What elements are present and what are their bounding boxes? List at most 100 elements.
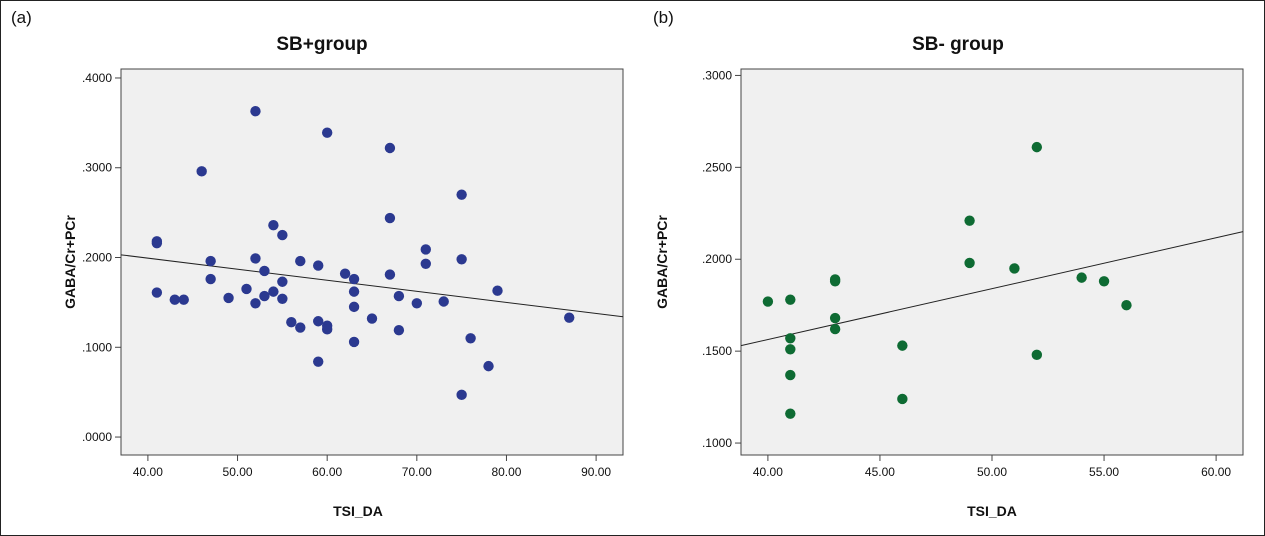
panel-a-data-point — [205, 255, 216, 267]
panel-a-data-point — [393, 325, 405, 336]
panel-a-ticks: 40.00 50.00 60.00 70.00 80.00 90.00 .0000 .1000… — [82, 71, 611, 479]
panel-a-x-axis-label: TSI_DA — [333, 503, 383, 519]
panel-b-x-tick-label: 50.00 — [977, 465, 1007, 479]
panel-a-data-point — [259, 265, 270, 277]
panel-b-x-tick-label: 45.00 — [865, 465, 895, 479]
panel-a-data-point — [169, 294, 180, 305]
panel-a-data-point — [286, 316, 297, 328]
panel-a-data-point — [250, 298, 261, 309]
panel-b: (b) SB- group TSI_DA GABA/Cr+PCr 40.00 45… — [653, 8, 1244, 519]
panel-a-label: (a) — [11, 8, 32, 27]
panel-a-data-point — [196, 166, 207, 177]
panel-a-data-point — [420, 244, 431, 255]
panel-a-y-tick-label: .0000 — [82, 430, 112, 444]
panel-a-data-point — [268, 286, 279, 297]
panel-b-data-point — [1031, 141, 1043, 153]
panel-b-x-axis-label: TSI_DA — [967, 503, 1017, 519]
panel-a-x-tick-label: 70.00 — [402, 465, 432, 479]
panel-a-data-point — [259, 290, 270, 302]
panel-b-data-point — [964, 257, 975, 269]
panel-a-data-point — [277, 293, 288, 305]
panel-a-y-axis-label: GABA/Cr+PCr — [62, 215, 78, 309]
panel-a-data-point — [384, 142, 396, 154]
panel-a-data-point — [456, 189, 467, 200]
panel-a-data-point — [384, 269, 396, 280]
panel-b-title: SB- group — [912, 34, 1004, 55]
panel-b-data-point — [964, 215, 975, 226]
panel-a-x-tick-label: 50.00 — [223, 465, 253, 479]
panel-b-fit-line — [740, 231, 1244, 347]
panel-b-x-tick-label: 55.00 — [1089, 465, 1119, 479]
panel-a-data-point — [250, 253, 261, 264]
panel-a-data-point — [393, 290, 405, 302]
panel-a-data-point — [313, 356, 324, 367]
panel-a-data-point — [313, 316, 324, 327]
panel-a-data-point — [348, 301, 360, 313]
panel-a-data-point — [384, 212, 396, 224]
panel-a-data-point — [178, 294, 189, 305]
panel-a-x-tick-label: 90.00 — [581, 465, 611, 479]
panel-b-plot-area — [740, 68, 1244, 456]
panel-b-y-tick-label: .3000 — [702, 68, 732, 82]
panel-b-data-point — [785, 294, 796, 305]
panel-b-data-point — [829, 276, 841, 287]
panel-b-y-tick-label: .2000 — [702, 252, 732, 266]
panel-b-data-point — [785, 408, 796, 419]
panel-b-data-point — [762, 296, 774, 307]
panel-a-y-tick-label: .2000 — [82, 251, 112, 265]
panel-a-x-tick-label: 80.00 — [491, 465, 521, 479]
panel-a-data-point — [277, 229, 288, 241]
panel-b-data-point — [829, 312, 841, 324]
panel-a-data-point — [438, 296, 449, 307]
panel-a-data-point — [564, 312, 575, 323]
panel-b-y-tick-label: .1000 — [702, 436, 732, 450]
panel-a-data-point — [348, 273, 360, 285]
panel-a-data-point — [456, 389, 467, 401]
panel-b-data-point — [785, 344, 796, 355]
panel-b-data-point — [1009, 263, 1020, 274]
panel-a-title: SB+group — [276, 34, 367, 55]
panel-a-data-point — [339, 268, 351, 279]
panel-b-x-tick-label: 60.00 — [1201, 465, 1231, 479]
panel-a-data-point — [411, 298, 423, 309]
panel-a-data-point — [465, 333, 476, 344]
panel-b-x-tick-label: 40.00 — [753, 465, 783, 479]
panel-a-data-point — [241, 283, 252, 295]
panel-a-data-point — [313, 260, 324, 271]
panel-b-data-point — [1121, 299, 1132, 311]
panel-b-marks — [740, 141, 1244, 419]
panel-a-y-tick-label: .3000 — [82, 161, 112, 175]
panel-a-marks — [120, 105, 624, 401]
panel-b-y-tick-label: .1500 — [702, 344, 732, 358]
panel-a-data-point — [223, 292, 234, 304]
panel-b-y-axis-label: GABA/Cr+PCr — [654, 215, 670, 309]
panel-b-label: (b) — [653, 8, 674, 27]
panel-a-data-point — [321, 127, 333, 138]
panel-b-data-point — [1076, 272, 1087, 283]
panel-a-data-point — [151, 237, 163, 249]
panel-a-data-point — [492, 285, 503, 296]
panel-b-data-point — [785, 333, 796, 344]
panel-a-data-point — [250, 105, 261, 117]
panel-a-data-point — [295, 255, 306, 267]
panel-a-data-point — [348, 336, 360, 348]
panel-a-y-tick-label: .1000 — [82, 340, 112, 354]
panel-a: (a) SB+group TSI_DA GABA/Cr+PCr 40.00 50.… — [11, 8, 624, 519]
panel-a-y-tick-label: .4000 — [82, 71, 112, 85]
panel-b-data-point — [829, 323, 841, 335]
panel-a-data-point — [420, 258, 431, 269]
panel-a-data-point — [205, 273, 216, 285]
panel-a-plot-area — [120, 68, 624, 456]
panel-b-y-tick-label: .2500 — [702, 160, 732, 174]
panel-a-data-point — [348, 286, 360, 297]
panel-b-data-point — [1031, 349, 1043, 361]
panel-a-x-tick-label: 40.00 — [133, 465, 163, 479]
panel-a-data-point — [295, 322, 306, 333]
panel-a-x-tick-label: 60.00 — [312, 465, 342, 479]
panel-a-fit-line — [120, 254, 624, 318]
panel-a-data-point — [483, 360, 494, 372]
panel-b-ticks: 40.00 45.00 50.00 55.00 60.00 .1000 .1500 .2000… — [702, 68, 1231, 479]
panel-a-data-point — [366, 313, 378, 324]
